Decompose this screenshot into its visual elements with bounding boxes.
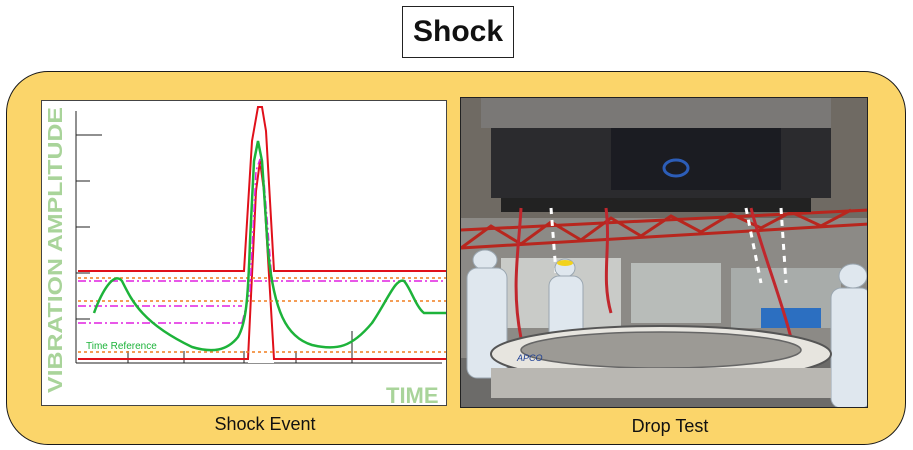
drop-test-photo: APCO <box>460 97 868 408</box>
drop-test-illustration: APCO <box>461 98 867 407</box>
drop-test-caption: Drop Test <box>631 416 709 436</box>
shock-event-chart: Time Reference VIBRATION AMPLITUDE TIME <box>41 100 447 408</box>
time-reference-annotation: Time Reference <box>86 341 157 352</box>
shock-event-caption: Shock Event <box>214 414 316 434</box>
x-axis-ticks <box>127 331 353 363</box>
slide-title: Shock <box>402 6 514 58</box>
shock-response-curve <box>92 140 446 352</box>
upper-tolerance-limit <box>78 106 446 272</box>
y-axis-ticks <box>76 134 102 320</box>
shock-chart-svg: Time Reference VIBRATION AMPLITUDE TIME <box>45 106 446 408</box>
y-axis-label: VIBRATION AMPLITUDE <box>45 107 67 393</box>
fixture-logo: APCO <box>516 353 543 363</box>
x-axis-label: TIME <box>386 383 439 407</box>
